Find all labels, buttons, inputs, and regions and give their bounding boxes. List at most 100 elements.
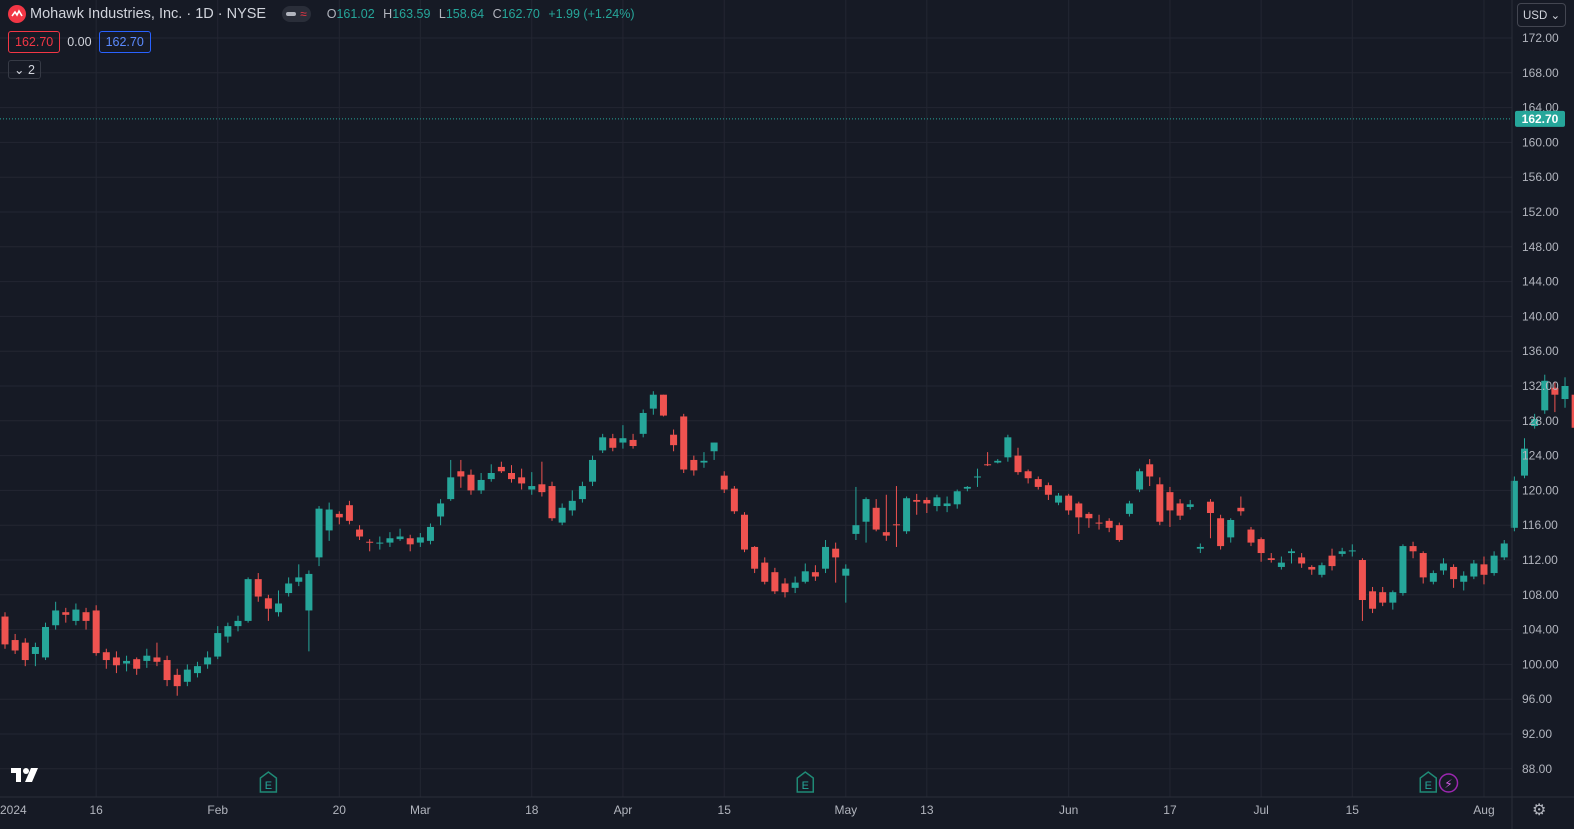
candle[interactable] bbox=[1541, 374, 1549, 414]
candle[interactable] bbox=[173, 668, 181, 696]
candle[interactable] bbox=[862, 497, 870, 543]
candle[interactable] bbox=[811, 565, 819, 581]
candle[interactable] bbox=[1561, 377, 1569, 408]
tradingview-logo-icon[interactable] bbox=[11, 766, 43, 784]
candle[interactable] bbox=[345, 500, 353, 525]
candle[interactable] bbox=[892, 486, 900, 547]
candle[interactable] bbox=[933, 494, 941, 512]
candle[interactable] bbox=[1, 612, 9, 649]
candle[interactable] bbox=[1429, 570, 1437, 585]
candle[interactable] bbox=[832, 542, 840, 583]
candle[interactable] bbox=[568, 490, 576, 516]
candle[interactable] bbox=[1227, 518, 1235, 543]
candle[interactable] bbox=[42, 622, 50, 661]
candle[interactable] bbox=[21, 638, 29, 667]
candle[interactable] bbox=[52, 601, 60, 630]
legend-visibility-toggles[interactable]: ≈ bbox=[282, 6, 311, 22]
candle[interactable] bbox=[801, 563, 809, 584]
candle[interactable] bbox=[1409, 541, 1417, 559]
candle[interactable] bbox=[639, 409, 647, 438]
candle[interactable] bbox=[923, 497, 931, 514]
indicators-collapse-button[interactable]: ⌄ 2 bbox=[8, 60, 41, 79]
candle[interactable] bbox=[1439, 558, 1447, 575]
candle[interactable] bbox=[700, 452, 708, 468]
candle[interactable] bbox=[1338, 547, 1346, 557]
candle[interactable] bbox=[710, 442, 718, 460]
candle[interactable] bbox=[72, 603, 80, 626]
earnings-icon[interactable]: E bbox=[796, 771, 815, 793]
candle[interactable] bbox=[538, 461, 546, 497]
candle[interactable] bbox=[1176, 499, 1184, 520]
candle[interactable] bbox=[1085, 512, 1093, 528]
candle[interactable] bbox=[953, 489, 961, 509]
candle[interactable] bbox=[133, 657, 141, 675]
candle[interactable] bbox=[1358, 558, 1366, 621]
candle[interactable] bbox=[1146, 459, 1154, 487]
candle[interactable] bbox=[1105, 518, 1113, 533]
candle[interactable] bbox=[1186, 499, 1194, 510]
candle[interactable] bbox=[1156, 477, 1164, 526]
candle[interactable] bbox=[31, 642, 39, 667]
candle[interactable] bbox=[143, 648, 151, 668]
candle[interactable] bbox=[1277, 556, 1285, 570]
candle[interactable] bbox=[275, 590, 283, 617]
candle[interactable] bbox=[1055, 493, 1063, 506]
candle[interactable] bbox=[193, 661, 201, 678]
candle[interactable] bbox=[984, 452, 992, 467]
candle[interactable] bbox=[1500, 539, 1508, 560]
candle[interactable] bbox=[913, 493, 921, 515]
candle[interactable] bbox=[1399, 544, 1407, 596]
candle[interactable] bbox=[558, 503, 566, 526]
dividend-lightning-icon[interactable]: ⚡ bbox=[1438, 773, 1459, 793]
candle[interactable] bbox=[1510, 476, 1518, 532]
candle[interactable] bbox=[1308, 565, 1316, 575]
candle[interactable] bbox=[82, 607, 90, 630]
candle[interactable] bbox=[822, 539, 830, 574]
wave-icon[interactable]: ≈ bbox=[300, 7, 307, 21]
candle[interactable] bbox=[842, 564, 850, 603]
candle[interactable] bbox=[1125, 500, 1133, 517]
candle[interactable] bbox=[1044, 482, 1052, 500]
candle[interactable] bbox=[1480, 556, 1488, 585]
candle[interactable] bbox=[1206, 499, 1214, 539]
candle[interactable] bbox=[943, 496, 951, 513]
candle[interactable] bbox=[659, 394, 667, 417]
candle[interactable] bbox=[1531, 413, 1539, 429]
candle[interactable] bbox=[1014, 447, 1022, 475]
candle[interactable] bbox=[751, 546, 759, 574]
candle[interactable] bbox=[396, 528, 404, 541]
candle[interactable] bbox=[477, 473, 485, 494]
candle[interactable] bbox=[730, 486, 738, 514]
candle[interactable] bbox=[366, 539, 374, 552]
candle[interactable] bbox=[528, 472, 536, 495]
candle[interactable] bbox=[244, 577, 252, 623]
symbol-title[interactable]: Mohawk Industries, Inc. · 1D · NYSE bbox=[30, 6, 267, 22]
candle[interactable] bbox=[487, 464, 495, 482]
candle[interactable] bbox=[690, 455, 698, 476]
candle[interactable] bbox=[963, 486, 971, 492]
candle[interactable] bbox=[224, 622, 232, 643]
candle[interactable] bbox=[335, 511, 343, 525]
candle[interactable] bbox=[903, 496, 911, 534]
candle[interactable] bbox=[163, 655, 171, 687]
candle[interactable] bbox=[234, 615, 242, 632]
candle[interactable] bbox=[670, 429, 678, 452]
candle[interactable] bbox=[872, 499, 880, 532]
candle[interactable] bbox=[1024, 469, 1032, 484]
candle[interactable] bbox=[447, 459, 455, 501]
candle[interactable] bbox=[1379, 586, 1387, 607]
candle[interactable] bbox=[1267, 553, 1275, 563]
sell-button[interactable]: 162.70 bbox=[8, 31, 61, 53]
candle[interactable] bbox=[1348, 544, 1356, 557]
candle[interactable] bbox=[1095, 514, 1103, 530]
candle[interactable] bbox=[1450, 564, 1458, 588]
candle[interactable] bbox=[781, 578, 789, 598]
candle[interactable] bbox=[285, 577, 293, 597]
candle[interactable] bbox=[599, 433, 607, 453]
candle[interactable] bbox=[457, 459, 465, 488]
candle[interactable] bbox=[467, 469, 475, 495]
candle[interactable] bbox=[619, 425, 627, 449]
candle[interactable] bbox=[1389, 590, 1397, 610]
candle[interactable] bbox=[1419, 551, 1427, 584]
candle[interactable] bbox=[791, 576, 799, 594]
